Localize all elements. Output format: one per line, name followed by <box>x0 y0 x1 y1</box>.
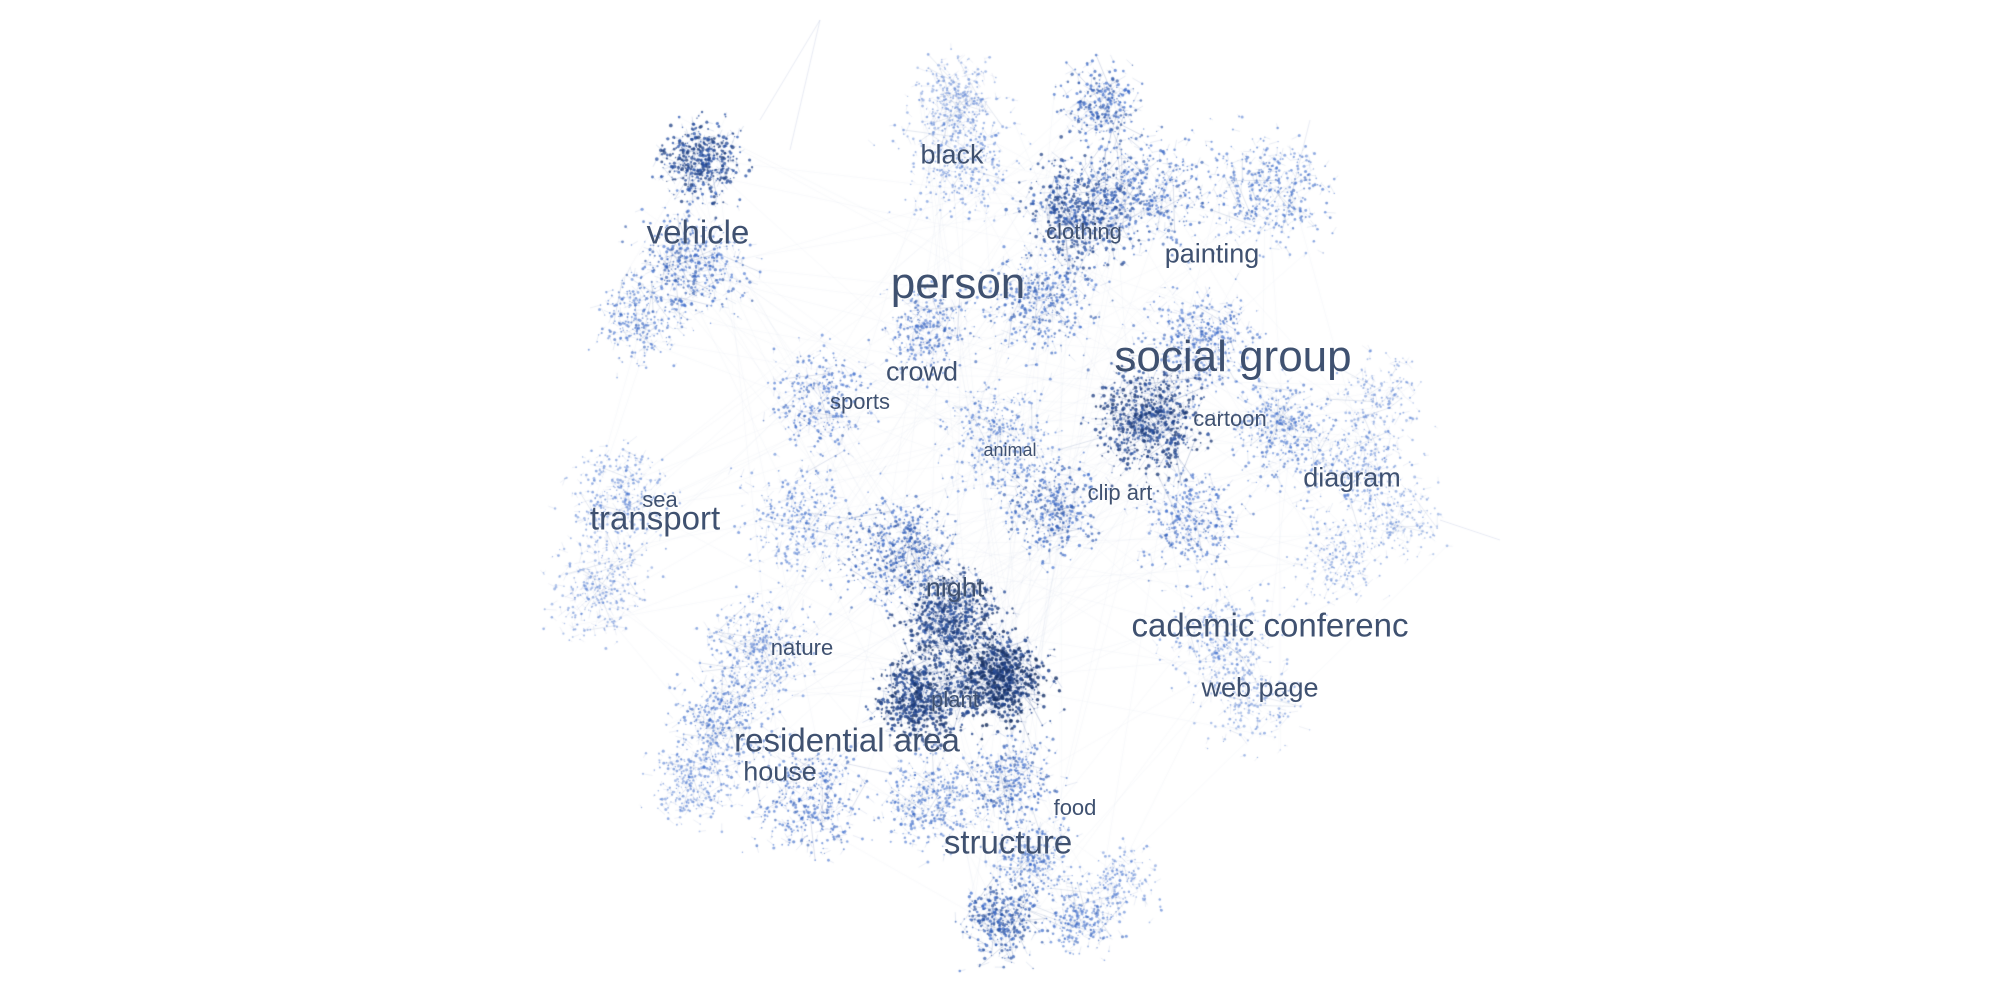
embedding-graph-canvas[interactable] <box>0 0 2000 1003</box>
